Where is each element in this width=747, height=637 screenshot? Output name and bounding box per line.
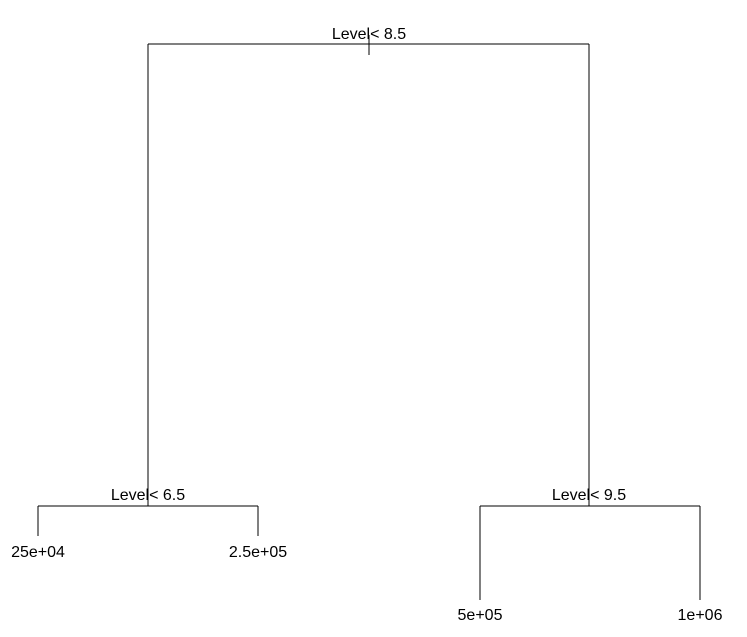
- root-split-label: Level< 8.5: [332, 26, 406, 43]
- left-split-label: Level< 6.5: [111, 487, 185, 504]
- leaf-label: 25e+04: [11, 544, 65, 561]
- right-split-label: Level< 9.5: [552, 487, 626, 504]
- leaf-label: 2.5e+05: [229, 544, 287, 561]
- leaf-label: 1e+06: [678, 607, 723, 624]
- leaf-label: 5e+05: [458, 607, 503, 624]
